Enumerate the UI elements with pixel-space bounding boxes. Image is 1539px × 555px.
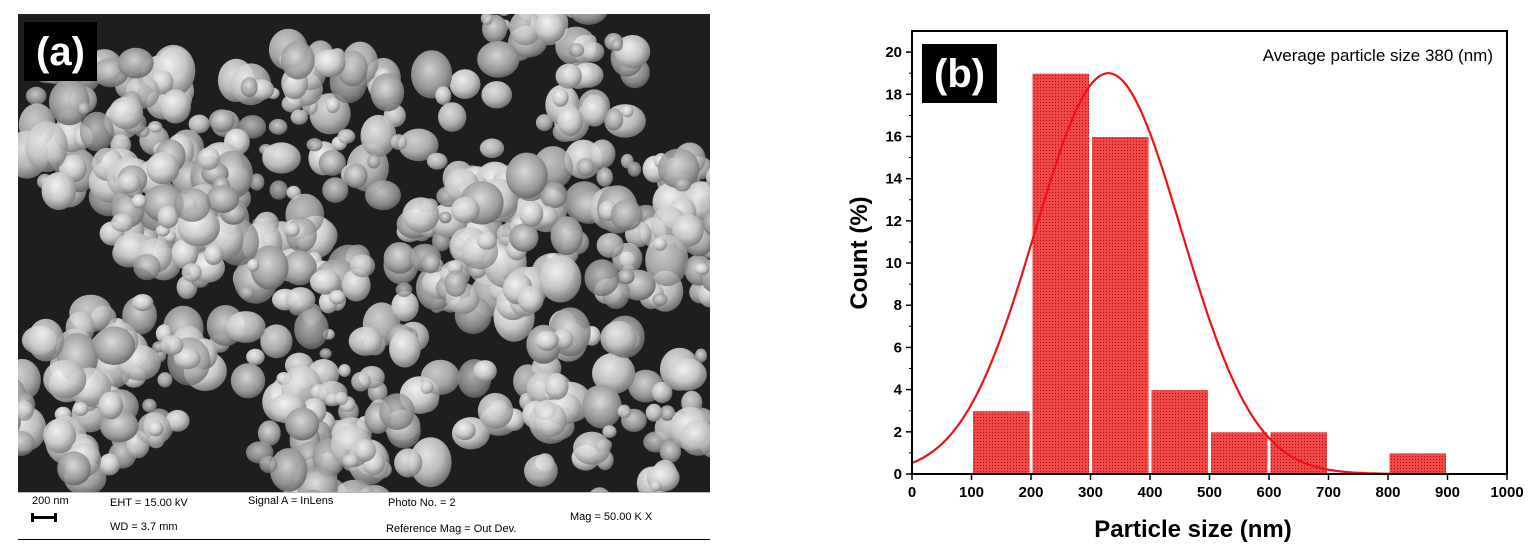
scale-bar-icon (31, 513, 57, 522)
x-tick-label-1000: 1000 (1490, 484, 1523, 501)
histogram-bar-300-400 (1091, 136, 1150, 475)
photo-number: Photo No. = 2 (388, 497, 456, 509)
x-tick-label-100: 100 (959, 484, 984, 501)
y-tick-label-6: 6 (894, 339, 902, 356)
y-tick-label-4: 4 (894, 382, 903, 399)
histogram-chart: 0 100 200 300 400 500 600 700 800 900 1000 0 2 4 6 8 10 1… (830, 0, 1539, 555)
histogram-bar-400-500 (1150, 389, 1209, 475)
y-tick-label-2: 2 (894, 424, 902, 441)
y-tick-label-14: 14 (885, 171, 902, 188)
panel-tag-b: (b) (922, 44, 998, 103)
y-tick-label-0: 0 (894, 466, 902, 483)
reference-mag: Reference Mag = Out Dev. (386, 523, 517, 535)
x-axis-title: Particle size (nm) (1094, 516, 1291, 543)
sem-texture (18, 14, 710, 492)
x-tick-label-800: 800 (1375, 484, 1400, 501)
y-tick-label-10: 10 (885, 255, 902, 272)
wd-value: WD = 3.7 mm (110, 521, 178, 533)
plot-frame (911, 30, 1508, 475)
magnification: Mag = 50.00 K X (570, 511, 653, 523)
y-tick-label-20: 20 (885, 44, 902, 61)
signal-value: Signal A = InLens (248, 495, 334, 507)
eht-value: EHT = 15.00 kV (110, 497, 188, 509)
panel-tag-a: (a) (24, 22, 97, 81)
average-size-annotation: Average particle size 380 (nm) (1263, 46, 1493, 65)
histogram-bar-100-200 (972, 410, 1031, 475)
x-tick-label-300: 300 (1078, 484, 1103, 501)
x-tick-label-400: 400 (1137, 484, 1162, 501)
x-tick-label-900: 900 (1435, 484, 1460, 501)
sem-info-bar: 200 nm EHT = 15.00 kV WD = 3.7 mm Signal… (18, 492, 710, 540)
histogram-bar-800-900 (1388, 452, 1447, 475)
histogram-bar-200-300 (1031, 72, 1090, 475)
x-tick-label-600: 600 (1256, 484, 1281, 501)
scale-label: 200 nm (32, 495, 69, 507)
x-tick-label-200: 200 (1018, 484, 1043, 501)
y-tick-label-18: 18 (885, 86, 902, 103)
y-axis-title: Count (%) (846, 196, 873, 309)
y-tick-label-8: 8 (894, 297, 902, 314)
x-tick-label-700: 700 (1316, 484, 1341, 501)
y-tick-label-16: 16 (885, 128, 902, 145)
sem-micrograph (18, 14, 710, 492)
sem-panel: (a) 200 nm EHT = 15.00 kV WD = 3.7 mm Si… (18, 14, 710, 540)
x-tick-label-500: 500 (1197, 484, 1222, 501)
histogram-svg: 0 100 200 300 400 500 600 700 800 900 1000 0 2 4 6 8 10 1… (846, 30, 1524, 543)
gaussian-fit-line (911, 72, 1405, 475)
y-tick-label-12: 12 (885, 213, 902, 230)
x-tick-label-0: 0 (908, 484, 916, 501)
histogram-bar-500-600 (1210, 431, 1269, 475)
